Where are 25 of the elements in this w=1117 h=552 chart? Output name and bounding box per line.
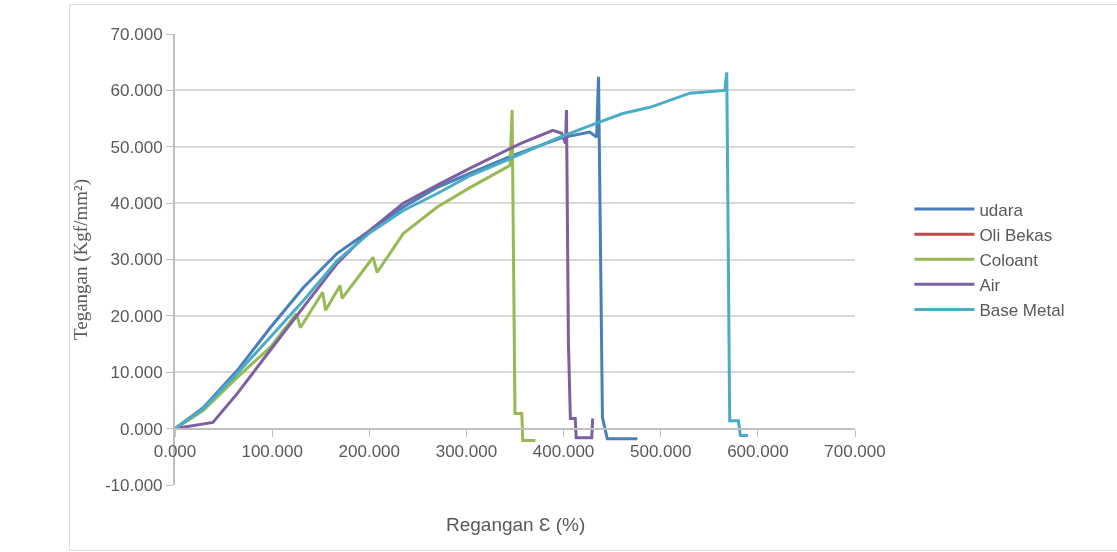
legend-label: Oli Bekas — [979, 225, 1053, 245]
x-tick-label: 700.000 — [824, 442, 886, 462]
x-tick-label: 400.000 — [532, 442, 595, 462]
x-tick-label: 500.000 — [629, 442, 692, 462]
y-tick-label: 20.000 — [110, 306, 163, 326]
y-tick-label: 50.000 — [110, 137, 163, 157]
y-tick-label: 10.000 — [110, 363, 163, 383]
x-tick-label: 200.000 — [338, 442, 401, 462]
x-tick-label: 0.000 — [153, 442, 197, 462]
legend-label: Air — [979, 275, 1001, 295]
legend-label: udara — [979, 200, 1024, 220]
x-axis-title: Regangan Ɛ (%) — [446, 514, 586, 535]
y-tick-label: 70.000 — [110, 24, 163, 44]
y-tick-label: 40.000 — [110, 194, 163, 214]
x-tick-label: 600.000 — [727, 442, 789, 462]
legend-label: Base Metal — [979, 301, 1065, 321]
y-axis-title: Tegangan (Kgf/mm²) — [70, 178, 93, 341]
y-tick-label: -10.000 — [104, 475, 163, 495]
legend-label: Coloant — [979, 250, 1039, 270]
y-tick-label: 0.000 — [120, 419, 163, 439]
x-tick-label: 100.000 — [241, 442, 303, 462]
y-tick-label: 30.000 — [110, 250, 163, 270]
y-tick-label: 60.000 — [110, 81, 163, 101]
x-tick-label: 300.000 — [435, 442, 498, 462]
line-series — [175, 70, 750, 437]
